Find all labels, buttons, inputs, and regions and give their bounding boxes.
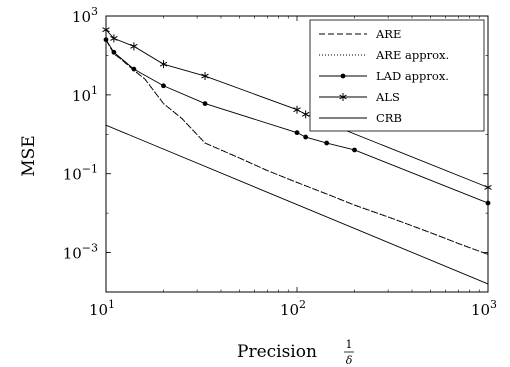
y-tick-label: 10−3 <box>63 242 98 263</box>
data-point-als <box>130 42 138 51</box>
series-crb <box>105 124 489 285</box>
series-als <box>102 25 492 192</box>
legend-marker-als <box>339 93 347 101</box>
y-axis-label: MSE <box>19 135 39 176</box>
data-point-lad-approx <box>131 66 137 72</box>
series-are-approx <box>105 39 489 255</box>
data-point-lad-approx <box>324 140 330 146</box>
data-point-als <box>301 110 310 119</box>
x-axis-label: Precision 1 δ <box>237 338 354 367</box>
series-line-lad-approx <box>105 39 489 204</box>
data-point-als <box>159 60 168 69</box>
legend-marker-lad-approx <box>340 73 346 79</box>
legend-entry-are-approx: ARE approx. <box>319 48 449 62</box>
series-line-crb <box>105 124 489 285</box>
y-tick-label: 101 <box>72 84 98 105</box>
data-point-als-stroke <box>130 43 138 49</box>
legend-box <box>309 19 485 132</box>
data-point-als-stroke <box>301 111 310 117</box>
legend-marker-als-stroke <box>339 94 347 100</box>
legend-label-als: ALS <box>375 90 400 104</box>
data-point-als-stroke <box>110 35 118 41</box>
data-point-als-stroke <box>293 107 301 113</box>
legend-label-are-approx: ARE approx. <box>375 48 449 62</box>
data-point-als <box>110 34 118 43</box>
x-axis-label-numerator: 1 <box>346 338 353 351</box>
x-axis-label-text: Precision <box>237 342 317 362</box>
data-point-lad-approx <box>202 101 208 107</box>
legend-entry-crb: CRB <box>319 111 402 125</box>
data-point-lad-approx <box>303 134 309 140</box>
data-point-lad-approx <box>352 147 357 153</box>
data-point-als-stroke <box>201 73 209 79</box>
legend-entry-lad-approx: LAD approx. <box>319 69 449 83</box>
x-tick-label: 103 <box>471 298 497 319</box>
legend: ARE ARE approx. LAD approx. ALS CRB <box>309 19 485 132</box>
data-point-lad-approx <box>294 130 300 136</box>
x-tick-label: 101 <box>89 298 115 319</box>
data-point-lad-approx <box>161 83 166 89</box>
y-tick-label: 103 <box>72 5 98 26</box>
legend-entry-are: ARE <box>319 27 401 41</box>
series-line-are-approx <box>105 39 489 255</box>
legend-label-crb: CRB <box>376 111 402 125</box>
legend-label-lad-approx: LAD approx. <box>376 69 449 83</box>
data-point-lad-approx <box>111 49 117 55</box>
y-tick-label: 10−1 <box>63 163 98 184</box>
data-point-als-stroke <box>159 61 168 67</box>
x-axis-label-denominator: δ <box>346 354 353 367</box>
legend-label-are: ARE <box>375 27 401 41</box>
data-point-als <box>201 72 209 81</box>
series-layer <box>102 25 492 285</box>
legend-entry-als: ALS <box>319 90 400 104</box>
x-tick-label: 102 <box>280 298 306 319</box>
data-point-als <box>293 105 301 114</box>
